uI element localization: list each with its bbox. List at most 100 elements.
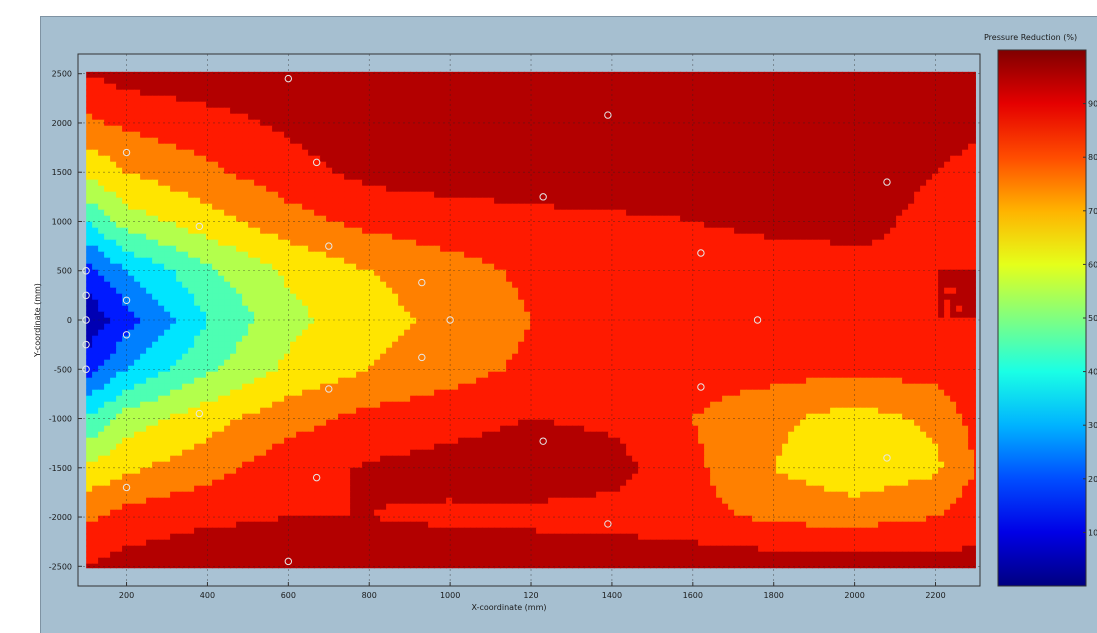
contour-cell xyxy=(518,239,525,247)
contour-cell xyxy=(770,239,777,247)
contour-cell xyxy=(842,215,849,223)
contour-cell xyxy=(452,101,459,109)
contour-cell xyxy=(968,197,975,205)
contour-cell xyxy=(512,209,519,217)
contour-cell xyxy=(350,161,357,169)
contour-cell xyxy=(350,125,357,133)
contour-cell xyxy=(356,221,363,229)
contour-cell xyxy=(806,71,813,79)
contour-cell xyxy=(692,137,699,145)
contour-cell xyxy=(722,221,729,229)
contour-cell xyxy=(560,71,567,79)
contour-cell xyxy=(284,131,291,139)
contour-cell xyxy=(620,131,627,139)
contour-cell xyxy=(866,107,873,115)
contour-cell xyxy=(422,269,429,277)
contour-cell xyxy=(548,137,555,145)
contour-cell xyxy=(326,191,333,199)
contour-cell xyxy=(386,221,393,229)
contour-cell xyxy=(740,233,747,241)
contour-cell xyxy=(392,245,399,253)
contour-cell xyxy=(824,155,831,163)
contour-cell xyxy=(740,245,747,253)
contour-cell xyxy=(350,77,357,85)
contour-cell xyxy=(464,209,471,217)
contour-cell xyxy=(800,191,807,199)
contour-cell xyxy=(830,83,837,91)
contour-cell xyxy=(344,83,351,91)
contour-cell xyxy=(470,239,477,247)
contour-cell xyxy=(890,167,897,175)
contour-cell xyxy=(512,101,519,109)
contour-cell xyxy=(122,263,129,271)
contour-cell xyxy=(962,203,969,211)
contour-cell xyxy=(620,89,627,97)
contour-cell xyxy=(500,173,507,181)
contour-cell xyxy=(248,107,255,115)
contour-cell xyxy=(518,173,525,181)
contour-cell xyxy=(854,137,861,145)
contour-cell xyxy=(722,77,729,85)
contour-cell xyxy=(740,221,747,229)
contour-cell xyxy=(884,95,891,103)
contour-cell xyxy=(410,143,417,151)
contour-cell xyxy=(794,101,801,109)
contour-cell xyxy=(494,239,501,247)
contour-cell xyxy=(482,185,489,193)
contour-cell xyxy=(182,191,189,199)
contour-cell xyxy=(374,221,381,229)
contour-cell xyxy=(782,161,789,169)
contour-cell xyxy=(236,143,243,151)
contour-cell xyxy=(470,161,477,169)
contour-cell xyxy=(968,125,975,133)
contour-cell xyxy=(638,227,645,235)
contour-cell xyxy=(134,179,141,187)
contour-cell xyxy=(428,185,435,193)
contour-cell xyxy=(368,179,375,187)
contour-cell xyxy=(542,113,549,121)
contour-cell xyxy=(266,89,273,97)
contour-cell xyxy=(698,89,705,97)
contour-cell xyxy=(314,269,321,277)
contour-cell xyxy=(482,161,489,169)
contour-cell xyxy=(332,239,339,247)
contour-cell xyxy=(782,197,789,205)
contour-cell xyxy=(110,155,117,163)
contour-cell xyxy=(776,221,783,229)
contour-cell xyxy=(536,155,543,163)
contour-cell xyxy=(716,227,723,235)
contour-cell xyxy=(308,227,315,235)
contour-cell xyxy=(974,191,976,199)
contour-cell xyxy=(206,251,213,259)
contour-cell xyxy=(134,71,141,79)
contour-cell xyxy=(572,245,579,253)
contour-cell xyxy=(368,269,375,277)
contour-cell xyxy=(500,161,507,169)
contour-cell xyxy=(692,203,699,211)
contour-cell xyxy=(314,221,321,229)
contour-cell xyxy=(548,251,555,259)
contour-cell xyxy=(314,227,321,235)
contour-cell xyxy=(884,173,891,181)
contour-cell xyxy=(974,71,976,79)
contour-cell xyxy=(194,239,201,247)
contour-cell xyxy=(710,221,717,229)
contour-cell xyxy=(314,197,321,205)
contour-cell xyxy=(770,173,777,181)
contour-cell xyxy=(404,179,411,187)
contour-cell xyxy=(194,161,201,169)
contour-cell xyxy=(290,137,297,145)
contour-cell xyxy=(518,203,525,211)
contour-cell xyxy=(776,185,783,193)
contour-cell xyxy=(584,203,591,211)
contour-cell xyxy=(302,227,309,235)
contour-cell xyxy=(362,95,369,103)
contour-cell xyxy=(698,83,705,91)
contour-cell xyxy=(530,155,537,163)
contour-cell xyxy=(110,221,117,229)
contour-cell xyxy=(890,203,897,211)
contour-cell xyxy=(686,77,693,85)
contour-cell xyxy=(584,227,591,235)
contour-cell xyxy=(644,233,651,241)
contour-cell xyxy=(86,137,93,145)
